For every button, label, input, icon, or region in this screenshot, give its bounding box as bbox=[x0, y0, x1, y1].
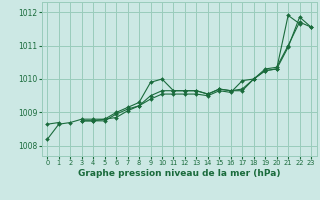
X-axis label: Graphe pression niveau de la mer (hPa): Graphe pression niveau de la mer (hPa) bbox=[78, 169, 280, 178]
